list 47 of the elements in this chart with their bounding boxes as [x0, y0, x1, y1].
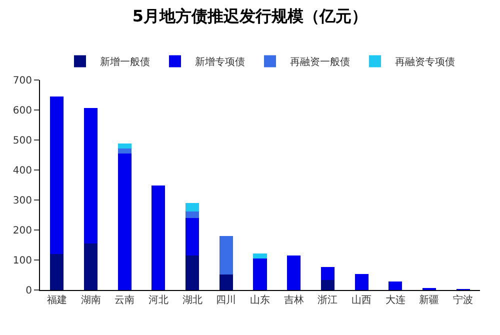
legend-label: 再融资一般债: [290, 56, 350, 68]
legend-label: 新增一般债: [100, 56, 150, 68]
y-tick-label: 300: [12, 196, 32, 206]
y-tick-label: 0: [26, 286, 32, 296]
bar: [253, 253, 267, 258]
bar: [84, 108, 98, 244]
bar: [50, 254, 64, 290]
y-tick-label: 700: [12, 76, 32, 86]
bar: [152, 186, 166, 290]
legend-label: 新增专项债: [195, 56, 245, 68]
x-tick-label: 河北: [148, 294, 168, 306]
bar: [186, 256, 200, 290]
bar: [320, 280, 334, 290]
bar: [219, 274, 233, 290]
bar: [354, 274, 368, 290]
bar: [219, 236, 233, 274]
legend-label: 再融资专项债: [395, 56, 455, 68]
bar: [388, 281, 402, 290]
bar: [186, 211, 200, 218]
bar: [118, 154, 132, 290]
bar: [118, 148, 132, 154]
bar: [84, 244, 98, 290]
y-tick-label: 400: [12, 166, 32, 176]
y-tick-label: 500: [12, 136, 32, 146]
x-tick-label: 湖南: [80, 294, 101, 306]
y-tick-label: 100: [12, 256, 32, 266]
x-tick-label: 大连: [385, 294, 406, 306]
x-tick-label: 吉林: [284, 294, 304, 306]
y-tick-label: 200: [12, 226, 32, 236]
y-tick-label: 600: [12, 106, 32, 116]
bar: [50, 96, 64, 254]
x-tick-label: 浙江: [318, 294, 338, 306]
x-tick-label: 云南: [114, 294, 135, 306]
bar: [287, 256, 301, 290]
bar: [186, 203, 200, 212]
bar: [118, 144, 132, 148]
bar: [253, 258, 267, 290]
x-tick-label: 山西: [352, 294, 372, 306]
x-tick-label: 福建: [46, 294, 67, 306]
chart-title: 5月地方债推迟发行规模（亿元）: [132, 6, 368, 26]
x-tick-label: 山东: [250, 294, 270, 306]
bar: [320, 266, 334, 280]
x-tick-label: 新疆: [419, 294, 440, 306]
x-tick-label: 宁波: [453, 294, 474, 306]
bar: [186, 218, 200, 256]
x-tick-label: 四川: [216, 294, 236, 306]
x-tick-label: 湖北: [182, 294, 202, 306]
